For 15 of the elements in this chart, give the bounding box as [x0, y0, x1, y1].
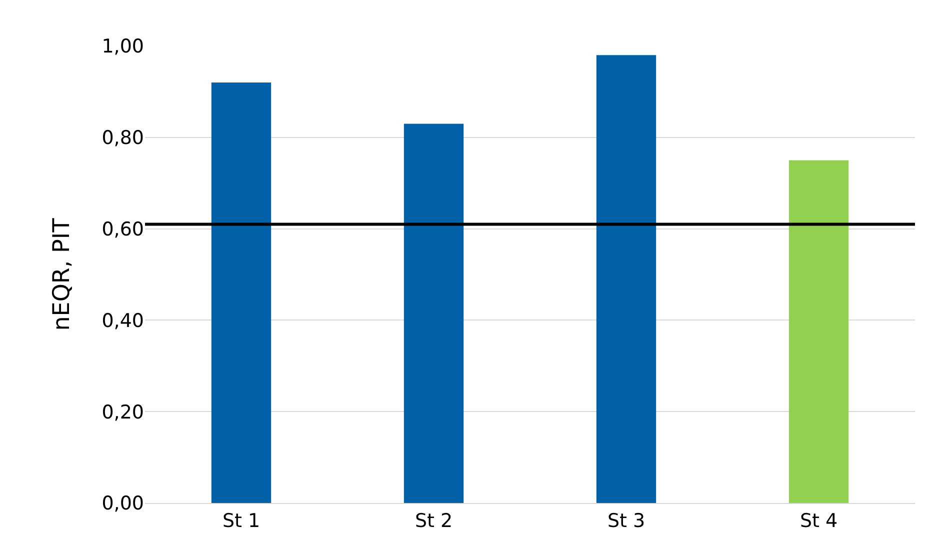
y-axis-title: nEQR, PIT — [49, 217, 76, 331]
y-tick-label: 0,20 — [102, 401, 144, 424]
bar — [211, 82, 272, 503]
bar — [596, 55, 656, 503]
y-tick-label: 0,80 — [102, 127, 144, 150]
x-tick-label: St 4 — [800, 510, 838, 532]
y-tick-label: 0,60 — [102, 218, 144, 240]
bar — [404, 124, 464, 503]
y-tick-label: 1,00 — [102, 36, 144, 58]
y-tick-label: 0,00 — [102, 492, 144, 515]
y-tick-label: 0,40 — [102, 310, 144, 332]
bar — [788, 160, 849, 503]
x-tick-label: St 3 — [607, 510, 646, 532]
x-tick-label: St 1 — [222, 510, 260, 532]
x-tick-label: St 2 — [414, 510, 453, 532]
